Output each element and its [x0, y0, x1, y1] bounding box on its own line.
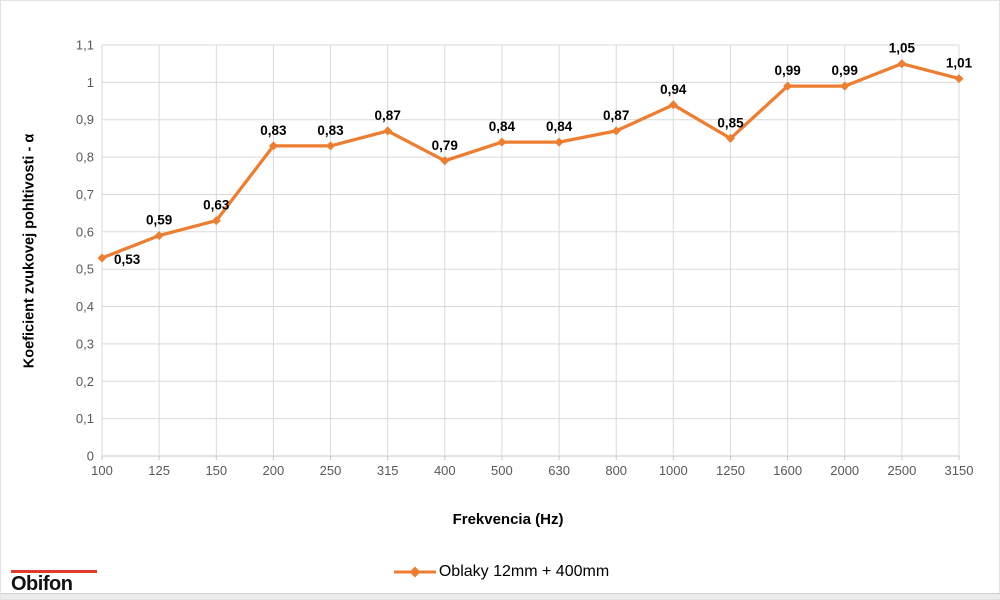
- svg-text:0: 0: [87, 449, 94, 464]
- line-chart-svg: 0 0,1 0,2 0,3 0,4 0,5 0,6 0,7 0,8 0,9 1 1,1 100 125 15…: [76, 38, 974, 479]
- logo-accent-line: [11, 570, 97, 573]
- svg-text:0,83: 0,83: [260, 123, 287, 138]
- svg-text:0,99: 0,99: [832, 63, 858, 78]
- svg-text:0,7: 0,7: [76, 187, 94, 202]
- svg-text:0,3: 0,3: [76, 336, 94, 351]
- svg-text:0,83: 0,83: [317, 123, 344, 138]
- svg-text:0,1: 0,1: [76, 411, 94, 426]
- legend: Oblaky 12mm + 400mm: [1, 563, 1000, 581]
- svg-text:0,94: 0,94: [660, 82, 687, 97]
- legend-label: Oblaky 12mm + 400mm: [438, 563, 610, 580]
- svg-text:150: 150: [205, 463, 227, 478]
- svg-text:0,84: 0,84: [489, 119, 516, 134]
- svg-text:1,01: 1,01: [946, 56, 973, 71]
- svg-text:2000: 2000: [830, 463, 859, 478]
- svg-text:0,99: 0,99: [774, 63, 800, 78]
- svg-text:0,63: 0,63: [203, 198, 230, 213]
- svg-text:0,87: 0,87: [603, 108, 629, 123]
- svg-text:1,1: 1,1: [76, 38, 94, 53]
- svg-text:0,2: 0,2: [76, 374, 94, 389]
- svg-text:250: 250: [320, 463, 342, 478]
- bottom-bar: [1, 593, 1000, 599]
- svg-text:0,59: 0,59: [146, 213, 172, 228]
- svg-text:0,85: 0,85: [717, 115, 744, 130]
- svg-text:200: 200: [263, 463, 285, 478]
- legend-line-marker-icon: [393, 566, 436, 578]
- obifon-logo: Obifon: [11, 570, 101, 594]
- svg-text:0,53: 0,53: [114, 252, 141, 267]
- svg-text:1: 1: [87, 75, 94, 90]
- svg-text:0,4: 0,4: [76, 299, 94, 314]
- svg-text:1250: 1250: [716, 463, 745, 478]
- svg-text:1600: 1600: [773, 463, 802, 478]
- svg-text:800: 800: [605, 463, 627, 478]
- svg-text:1,05: 1,05: [889, 41, 916, 56]
- svg-text:3150: 3150: [945, 463, 974, 478]
- svg-text:0,5: 0,5: [76, 262, 94, 277]
- y-axis-title-text: Koeficient zvukovej pohltivosti - α: [21, 133, 37, 368]
- svg-text:630: 630: [548, 463, 570, 478]
- svg-text:0,87: 0,87: [375, 108, 401, 123]
- svg-text:0,84: 0,84: [546, 119, 573, 134]
- svg-text:0,79: 0,79: [432, 138, 458, 153]
- svg-text:0,8: 0,8: [76, 150, 94, 165]
- svg-text:500: 500: [491, 463, 513, 478]
- x-axis-title: Frekvencia (Hz): [452, 511, 564, 528]
- svg-text:100: 100: [91, 463, 113, 478]
- y-axis-title: Koeficient zvukovej pohltivosti - α: [15, 45, 43, 456]
- logo-text: Obifon: [11, 573, 73, 595]
- svg-text:1000: 1000: [659, 463, 688, 478]
- svg-text:400: 400: [434, 463, 456, 478]
- svg-text:0,6: 0,6: [76, 224, 94, 239]
- svg-text:125: 125: [148, 463, 170, 478]
- svg-text:2500: 2500: [887, 463, 916, 478]
- svg-text:315: 315: [377, 463, 399, 478]
- svg-text:0,9: 0,9: [76, 112, 94, 127]
